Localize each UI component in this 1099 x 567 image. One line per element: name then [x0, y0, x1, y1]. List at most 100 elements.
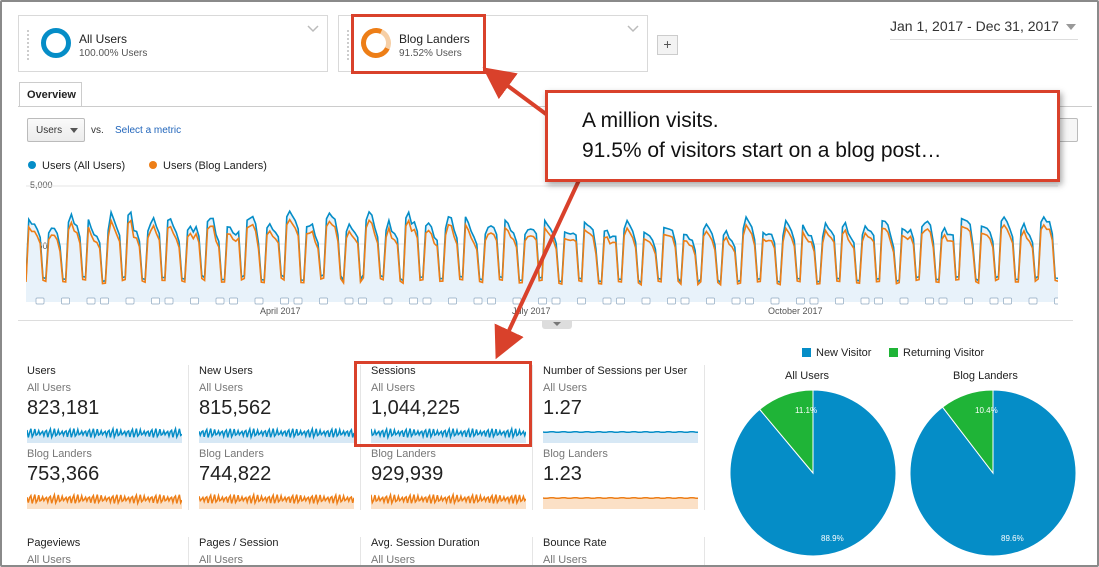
- metric-users[interactable]: Users All Users 823,181 Blog Landers 753…: [27, 365, 185, 515]
- pie-slice-new-visitor: [909, 389, 1077, 557]
- annotation-marker-icon: [358, 297, 367, 305]
- annotation-marker-icon: [487, 297, 496, 305]
- metric-sessions-per-user[interactable]: Number of Sessions per User All Users 1.…: [543, 365, 701, 515]
- sparkline-all-users: [371, 426, 526, 443]
- legend-square-icon: [889, 348, 898, 357]
- annotation-line-1: A million visits.: [582, 109, 719, 132]
- legend-item-blog-landers: Users (Blog Landers): [149, 160, 267, 172]
- metric-value: 1,044,225: [371, 397, 460, 419]
- metric-segment-label: All Users: [543, 554, 588, 566]
- caret-down-icon: [70, 128, 78, 133]
- date-range-picker[interactable]: Jan 1, 2017 - Dec 31, 2017: [890, 18, 1059, 34]
- annotation-marker-icon: [254, 297, 264, 305]
- annotation-marker-icon: [190, 297, 199, 305]
- metric-value: 744,822: [199, 463, 272, 485]
- metric-title: Pages / Session: [199, 537, 279, 549]
- sparkline-blog-landers: [27, 491, 182, 509]
- sparkline-area: [543, 431, 698, 443]
- annotation-marker-icon: [151, 297, 160, 305]
- segment-percentage: 91.52% Users: [399, 48, 462, 59]
- annotation-marker-icon: [551, 297, 561, 305]
- metric-segment-label: Blog Landers: [27, 448, 92, 460]
- metric-segment-label: All Users: [543, 382, 588, 394]
- metric-title: New Users: [199, 365, 253, 377]
- metric-pages-per-session[interactable]: Pages / Session All Users: [199, 537, 357, 566]
- sparkline-blog-landers: [199, 491, 354, 509]
- collapse-chart-toggle[interactable]: [542, 320, 572, 329]
- annotation-marker-icon: [796, 297, 805, 305]
- metric-select[interactable]: Users: [27, 118, 85, 142]
- tab-overview[interactable]: Overview: [19, 82, 82, 107]
- legend-dot-icon: [28, 161, 36, 169]
- sparkline-blog-landers: [371, 491, 526, 509]
- pie-chart-all-users[interactable]: 11.1% 88.9%: [728, 388, 898, 558]
- pie-title: All Users: [785, 370, 830, 382]
- annotation-marker-icon: [383, 297, 393, 305]
- segment-card-blog-landers[interactable]: Blog Landers 91.52% Users: [338, 15, 648, 72]
- pie-label-returning: 10.4%: [975, 406, 998, 415]
- metric-avg-session-duration[interactable]: Avg. Session Duration All Users: [371, 537, 529, 566]
- sparkline-line: [371, 491, 526, 506]
- segment-card-all-users[interactable]: All Users 100.00% Users: [18, 15, 328, 72]
- metric-select-value: Users: [36, 125, 63, 136]
- annotation-marker-icon: [319, 297, 328, 305]
- pie-chart-blog-landers[interactable]: 10.4% 89.6%: [908, 388, 1078, 558]
- highlight-box-segment: [351, 14, 486, 74]
- annotation-marker-icon: [860, 297, 870, 305]
- metric-pageviews[interactable]: Pageviews All Users: [27, 537, 185, 565]
- legend-label: Users (Blog Landers): [163, 160, 267, 172]
- annotation-marker-icon: [164, 297, 174, 305]
- legend-square-icon: [802, 348, 811, 357]
- annotation-marker-icon: [538, 297, 547, 305]
- metric-value: 823,181: [27, 397, 100, 419]
- select-metric-link[interactable]: Select a metric: [115, 125, 182, 136]
- add-segment-button[interactable]: +: [657, 35, 678, 55]
- metric-segment-label: Blog Landers: [371, 448, 436, 460]
- metric-segment-label: All Users: [371, 554, 416, 566]
- annotation-marker-icon: [100, 297, 109, 305]
- x-month-label: October 2017: [768, 306, 823, 316]
- users-line-chart[interactable]: [26, 182, 1058, 308]
- drag-handle[interactable]: [27, 30, 29, 60]
- pie-slice-returning-visitor: [758, 389, 814, 475]
- metric-value: 1.27: [543, 397, 582, 419]
- metric-divider: [360, 365, 361, 510]
- metric-bounce-rate[interactable]: Bounce Rate All Users: [543, 537, 701, 566]
- sparkline-line: [27, 425, 182, 440]
- annotation-marker-icon: [86, 297, 96, 305]
- caret-down-icon[interactable]: [1066, 24, 1076, 30]
- metric-segment-label: All Users: [199, 554, 244, 566]
- annotation-marker-icon: [293, 297, 303, 305]
- metric-divider: [360, 537, 361, 565]
- annotation-marker-icon: [745, 297, 754, 305]
- annotation-marker-icon: [667, 297, 676, 305]
- segment-name: All Users: [79, 32, 128, 46]
- segment-name: Blog Landers: [399, 32, 470, 46]
- metric-new-users[interactable]: New Users All Users 815,562 Blog Landers…: [199, 365, 357, 515]
- pie-label-new: 89.6%: [1001, 534, 1024, 543]
- chevron-down-icon[interactable]: [627, 22, 639, 34]
- chevron-down-icon[interactable]: [307, 22, 319, 34]
- metric-title: Bounce Rate: [543, 537, 607, 549]
- metric-value: 815,562: [199, 397, 272, 419]
- annotation-marker-icon: [448, 297, 457, 305]
- sparkline-line: [371, 426, 526, 441]
- metric-title: Pageviews: [27, 537, 81, 549]
- x-month-label: April 2017: [260, 306, 301, 316]
- legend-label: Users (All Users): [42, 160, 126, 172]
- annotation-marker-icon: [280, 297, 289, 305]
- metric-segment-label: Blog Landers: [199, 448, 264, 460]
- pie-legend-new-visitor: New Visitor: [802, 347, 871, 359]
- annotation-marker-icon: [809, 297, 819, 305]
- metric-sessions[interactable]: Sessions All Users 1,044,225 Blog Lander…: [371, 365, 529, 515]
- vs-label: vs.: [91, 125, 104, 136]
- segment-percentage: 100.00% Users: [79, 48, 148, 59]
- metric-value: 753,366: [27, 463, 100, 485]
- annotation-marker-icon: [577, 297, 586, 305]
- date-underline: [890, 39, 1078, 40]
- drag-handle[interactable]: [347, 30, 349, 60]
- annotation-marker-icon: [874, 297, 883, 305]
- annotation-marker-icon: [770, 297, 780, 305]
- pie-label-new: 88.9%: [821, 534, 844, 543]
